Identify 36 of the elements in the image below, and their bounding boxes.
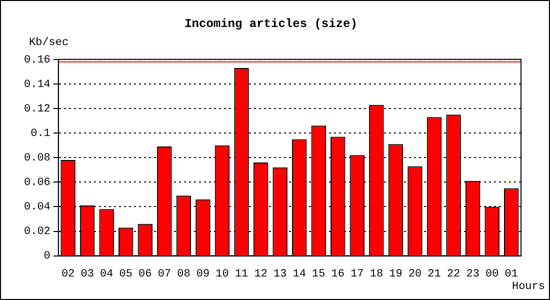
- y-tick-label: 0.16: [24, 54, 50, 66]
- x-tick-label: 07: [158, 268, 172, 280]
- x-axis-title: Hours: [512, 281, 545, 294]
- y-tick-label: 0.06: [24, 177, 50, 190]
- x-tick-label: 04: [100, 268, 114, 280]
- x-tick-label: 03: [80, 268, 94, 280]
- x-tick-label: 22: [446, 268, 460, 280]
- y-axis-title: Kb/sec: [29, 36, 69, 49]
- x-tick-label: 14: [292, 268, 306, 280]
- x-tick-label: 13: [273, 268, 287, 280]
- x-tick-label: 15: [312, 268, 326, 280]
- x-tick-label: 02: [61, 268, 75, 280]
- x-tick-label: 00: [485, 268, 499, 280]
- y-tick-label: 0.1: [30, 128, 51, 140]
- x-tick-label: 06: [138, 268, 152, 280]
- x-tick-label: 10: [216, 268, 229, 280]
- x-tick-label: 01: [504, 268, 518, 280]
- y-tick-label: 0.02: [24, 226, 50, 238]
- x-tick-label: 08: [177, 268, 190, 280]
- y-tick-label: 0.08: [24, 152, 50, 165]
- chart-title: Incoming articles (size): [184, 17, 358, 32]
- x-tick-label: 16: [331, 268, 344, 280]
- x-tick-label: 19: [389, 268, 402, 280]
- x-tick-label: 18: [370, 268, 384, 280]
- x-tick-label: 17: [350, 268, 364, 280]
- x-tick-label: 21: [428, 268, 442, 280]
- x-tick-label: 20: [408, 268, 422, 280]
- y-tick-label: 0.04: [24, 202, 51, 214]
- y-tick-label: 0.14: [24, 78, 51, 91]
- x-tick-label: 11: [234, 268, 249, 280]
- y-tick-label: 0: [44, 250, 50, 263]
- x-tick-label: 05: [119, 268, 132, 280]
- x-tick-label: 12: [254, 268, 268, 280]
- x-tick-label: 09: [196, 268, 210, 280]
- y-tick-label: 0.12: [24, 103, 50, 116]
- x-tick-label: 23: [466, 268, 480, 280]
